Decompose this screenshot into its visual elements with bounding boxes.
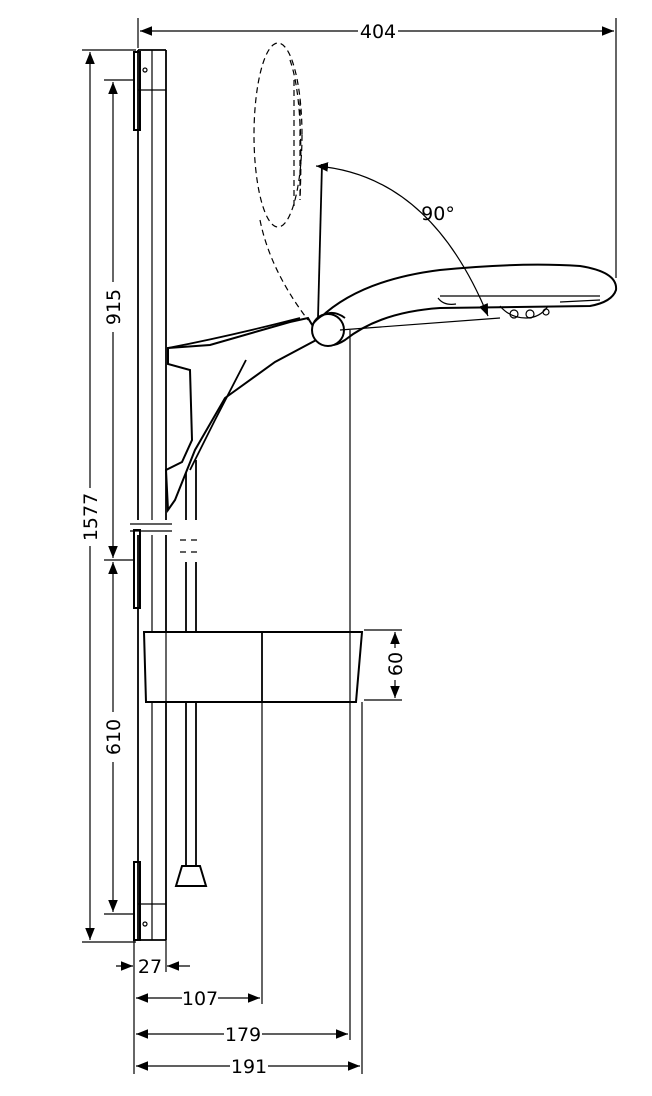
- extension-lines: [133, 330, 363, 1074]
- depth-107-label: 107: [182, 988, 218, 1010]
- depth-179-label: 179: [225, 1024, 261, 1046]
- dimension-lower-section: 610: [103, 562, 134, 915]
- dimension-bar-depth: 27: [116, 956, 190, 978]
- hand-shower-tilted-outline: [253, 42, 309, 321]
- dimension-depth-179: 179: [136, 1024, 348, 1046]
- upper-section-label: 915: [103, 289, 125, 325]
- dimension-depth-107: 107: [136, 988, 260, 1010]
- depth-191-label: 191: [231, 1056, 267, 1078]
- tilt-angle-label: 90°: [421, 203, 455, 225]
- dimension-depth-191: 191: [136, 1056, 360, 1078]
- tray-height-label: 60: [385, 652, 407, 676]
- lower-section-label: 610: [103, 719, 125, 755]
- dimension-tray-height: 60: [364, 629, 407, 701]
- hand-shower-head: [311, 163, 618, 347]
- total-height-label: 1577: [80, 493, 102, 541]
- dimension-upper-section: 915: [103, 79, 134, 561]
- shower-hose: [174, 455, 208, 887]
- bar-depth-label: 27: [138, 956, 162, 978]
- dimension-overall-width: 404: [137, 18, 617, 278]
- dimension-total-height: 1577: [80, 49, 136, 943]
- wall-bar: [130, 49, 172, 941]
- soap-tray: [142, 631, 364, 703]
- tilt-angle-indicator: 90°: [315, 162, 501, 331]
- shower-holder-slider: [164, 316, 322, 513]
- overall-width-label: 404: [360, 21, 396, 43]
